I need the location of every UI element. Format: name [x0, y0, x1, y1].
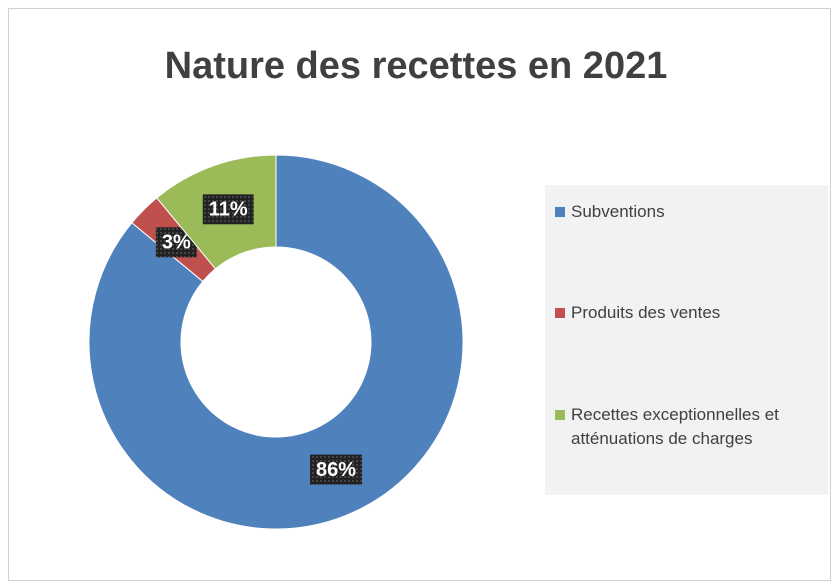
data-label-box [310, 454, 363, 485]
data-label-box [202, 194, 254, 225]
legend-swatch [555, 410, 565, 420]
legend-entry: Produits des ventes [555, 301, 825, 325]
legend-swatch [555, 308, 565, 318]
chart-title: Nature des recettes en 2021 [165, 45, 668, 87]
legend-entry: Subventions [555, 200, 825, 224]
data-label: 11% [209, 199, 248, 221]
chart-frame [8, 8, 831, 581]
legend-entry: Recettes exceptionnelles et atténuations… [555, 403, 825, 451]
legend-label: Subventions [571, 202, 665, 221]
data-label: 3% [162, 232, 191, 254]
legend-label: Recettes exceptionnelles et atténuations… [571, 405, 779, 448]
legend-swatch [555, 207, 565, 217]
legend-label: Produits des ventes [571, 303, 721, 322]
data-label: 86% [316, 459, 356, 481]
legend: Subventions Produits des ventes Recettes e… [545, 185, 828, 495]
donut-segment [88, 154, 464, 530]
